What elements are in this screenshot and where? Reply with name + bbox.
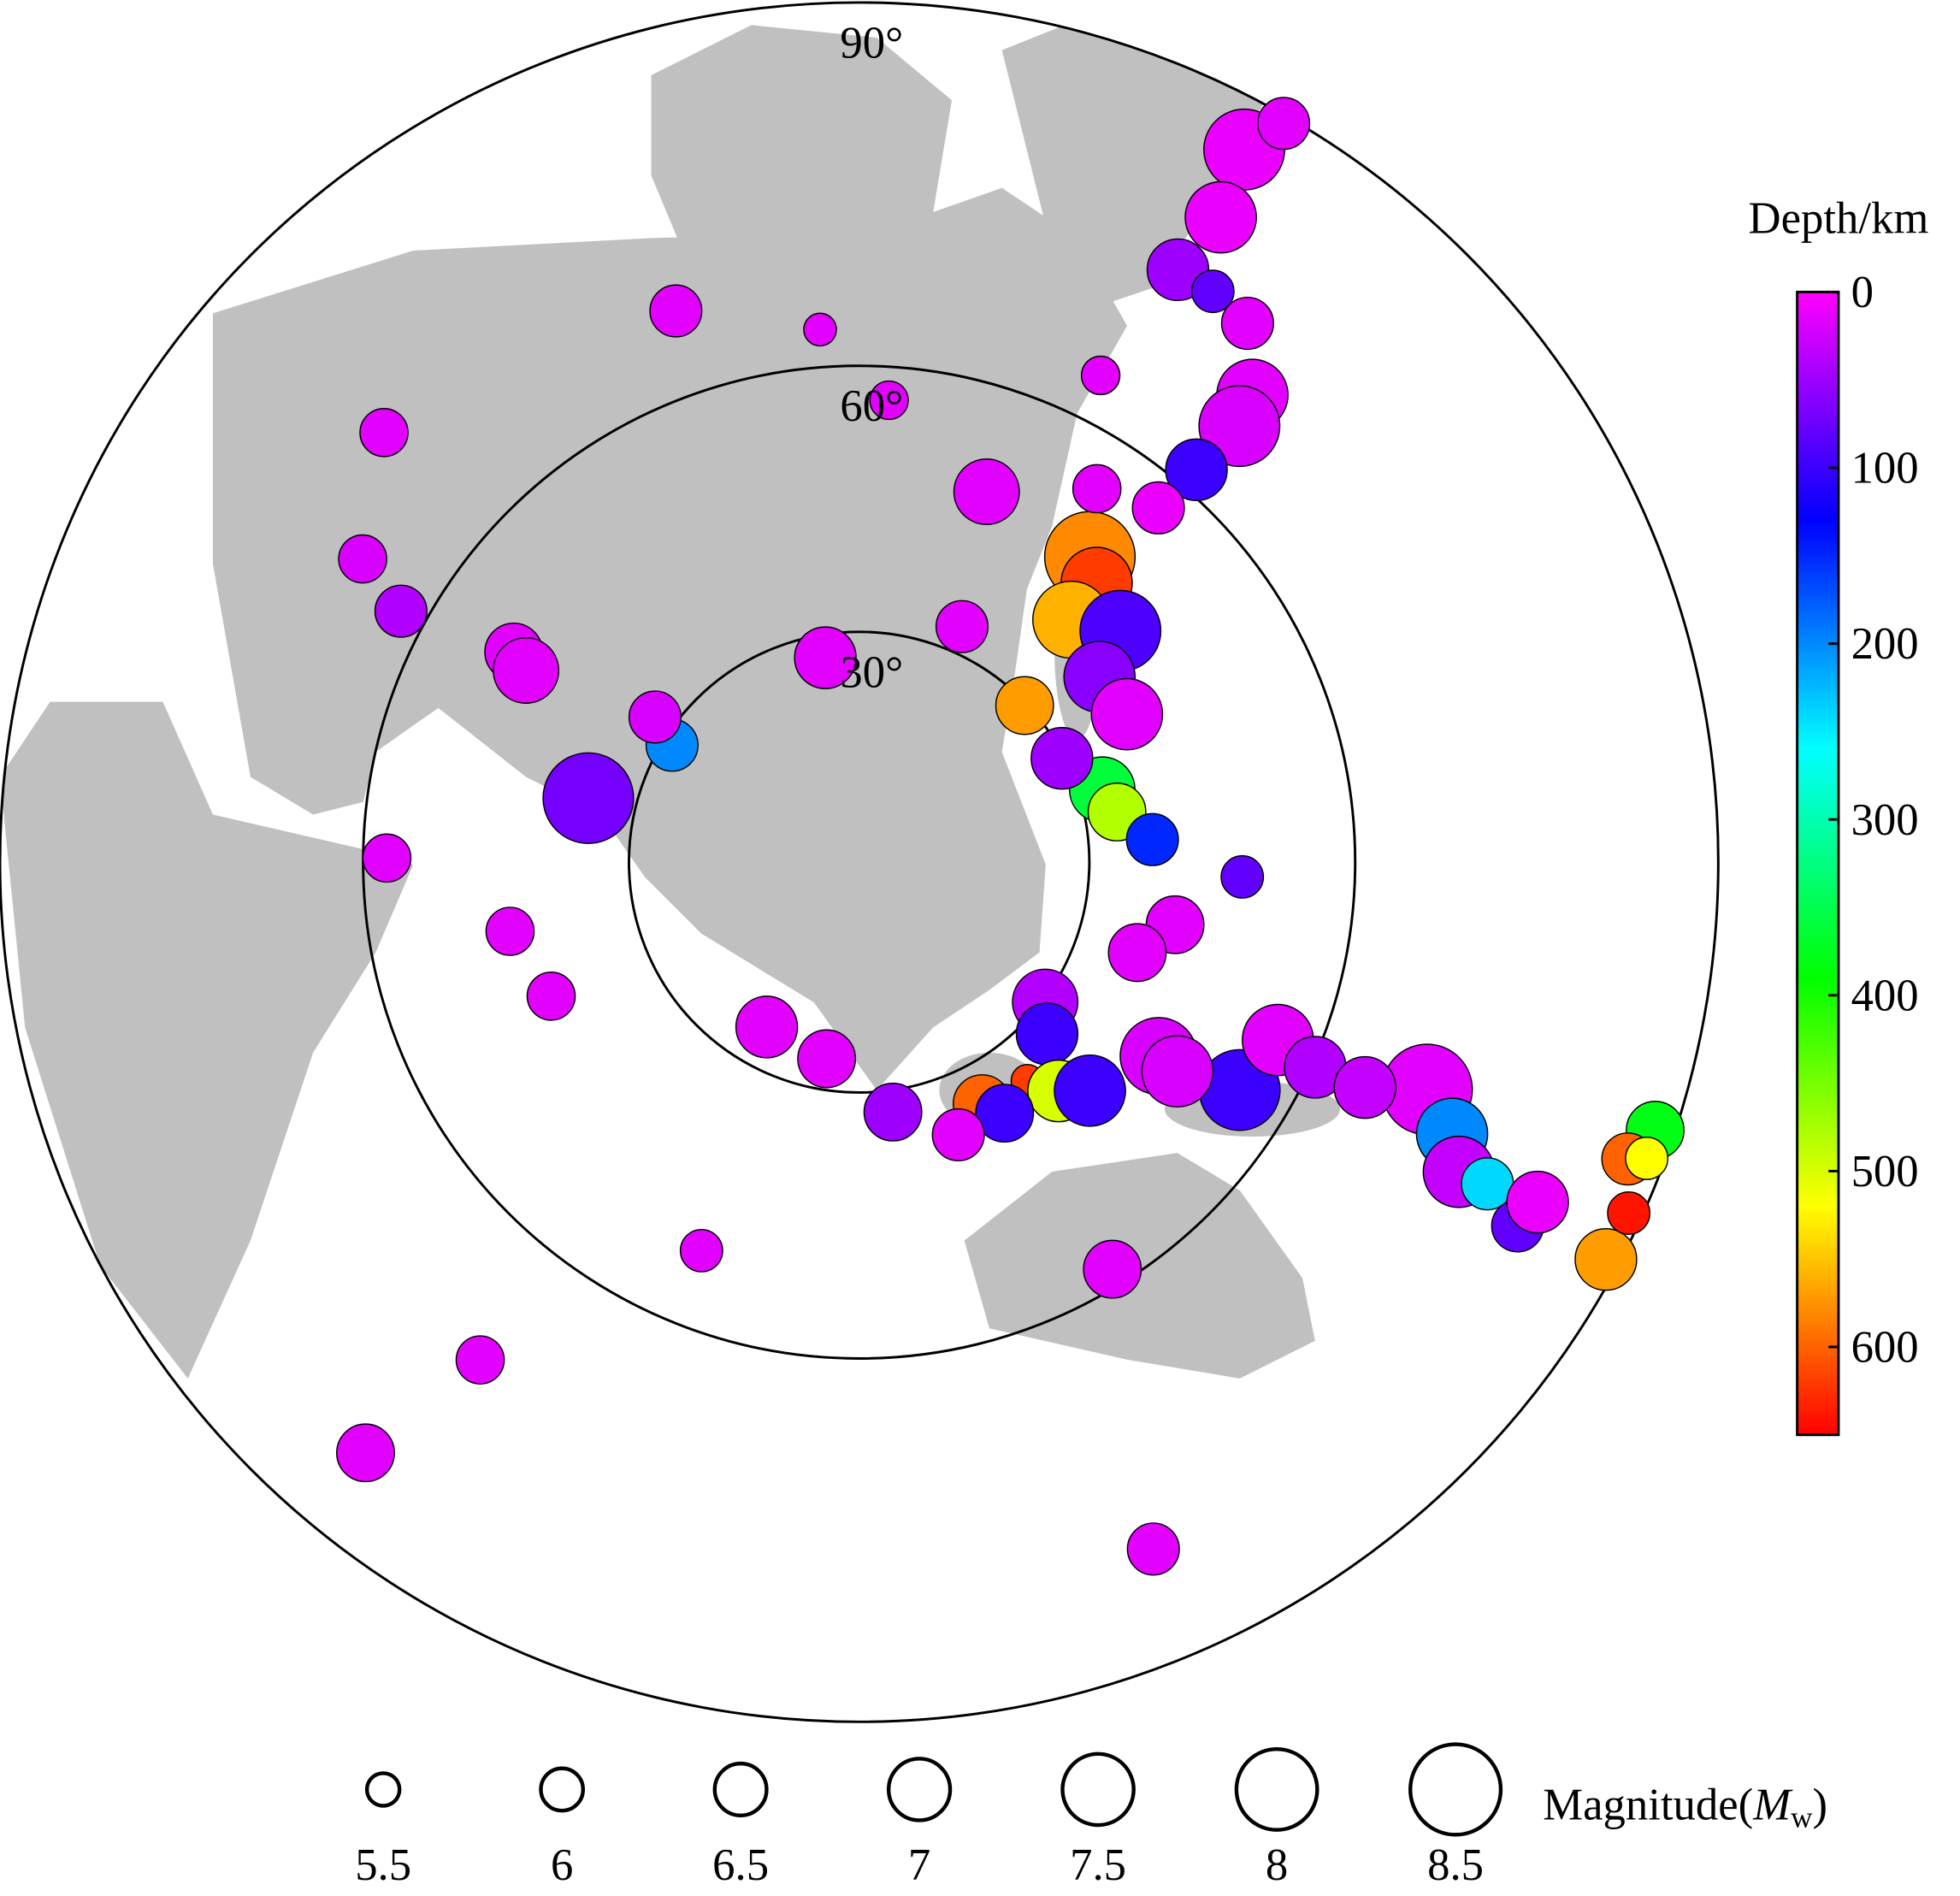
- earthquake: [1574, 1227, 1638, 1291]
- earthquake: [1607, 1191, 1651, 1235]
- earthquake: [863, 1082, 923, 1142]
- earthquake: [1054, 1054, 1126, 1127]
- earthquake: [1220, 854, 1265, 899]
- earthquake: [1090, 677, 1164, 751]
- earthquake: [359, 408, 409, 458]
- size-legend-circle: [1234, 1746, 1319, 1832]
- earthquake: [1506, 1170, 1569, 1234]
- colorbar-tick-label: 300: [1851, 795, 1919, 845]
- colorbar-tick-label: 0: [1851, 268, 1874, 317]
- land-africa: [0, 701, 414, 1379]
- labels: 30° 60° 90°: [840, 18, 903, 697]
- earthquake: [1126, 1522, 1180, 1576]
- earthquake: [869, 380, 909, 421]
- colorbar-bar: [1796, 290, 1840, 1437]
- earthquake: [1072, 464, 1122, 514]
- earthquake: [803, 312, 837, 347]
- size-legend-symbol: M: [1752, 1781, 1793, 1830]
- earthquake: [1015, 1002, 1079, 1066]
- earthquake: [1080, 355, 1121, 396]
- size-legend-circle: [539, 1766, 586, 1813]
- colorbar-tick-label: 500: [1851, 1147, 1919, 1196]
- colorbar-title: Depth/km: [1749, 194, 1929, 244]
- distance-label: 60°: [840, 381, 903, 431]
- earthquake: [493, 637, 560, 704]
- earthquake: [1165, 438, 1228, 502]
- earthquake: [1107, 923, 1167, 983]
- size-legend-circle: [364, 1771, 402, 1808]
- earthquake: [679, 1228, 723, 1273]
- size-legend-circle: [886, 1757, 953, 1822]
- colorbar: Depth/km 0 100 200 300 400 500 600: [1749, 194, 1929, 1437]
- size-legend-circle: [712, 1761, 769, 1817]
- earthquake: [485, 907, 535, 956]
- earthquake: [1198, 385, 1281, 468]
- earthquake: [1141, 1035, 1214, 1108]
- events: [336, 97, 1685, 1576]
- earthquake: [1125, 812, 1179, 866]
- earthquake: [542, 752, 635, 844]
- size-legend-label: 6: [551, 1840, 573, 1890]
- earthquake: [1257, 97, 1311, 151]
- size-legend-close: ): [1813, 1781, 1828, 1830]
- size-legend-label: 7: [908, 1840, 930, 1890]
- distance-circle: [0, 1, 1720, 1723]
- earthquake: [1461, 1157, 1514, 1211]
- size-legend-circle: [1060, 1751, 1136, 1828]
- size-legend-label: 7.5: [1070, 1840, 1126, 1890]
- size-legend-circle: [1408, 1742, 1503, 1837]
- size-legend-title: Magnitude(Mw): [1543, 1781, 1827, 1834]
- earthquake: [1184, 180, 1257, 254]
- earthquake: [1333, 1055, 1396, 1119]
- size-legend-label: 8.5: [1427, 1840, 1484, 1890]
- land-greenland: [651, 25, 953, 320]
- size-legend-label: 6.5: [712, 1840, 769, 1890]
- earthquake: [975, 1084, 1035, 1143]
- earthquake: [336, 1423, 395, 1483]
- size-legend-title-text: Magnitude(: [1543, 1781, 1753, 1830]
- colorbar-tick-label: 600: [1851, 1323, 1919, 1373]
- earthquake: [931, 1107, 985, 1161]
- colorbar-tick-label: 400: [1851, 971, 1919, 1020]
- earthquake: [649, 284, 703, 338]
- earthquake: [362, 833, 412, 883]
- earthquake: [1131, 481, 1185, 535]
- earthquake: [935, 600, 989, 653]
- earthquake: [1190, 269, 1235, 314]
- size-legend-label: 5.5: [355, 1840, 411, 1890]
- earthquake: [797, 1029, 857, 1089]
- earthquake: [1083, 1239, 1142, 1299]
- earthquake: [1625, 1137, 1669, 1180]
- earthquake: [628, 690, 682, 744]
- distance-circle: [628, 630, 1091, 1094]
- size-legend: Magnitude(Mw) 5.5 6 6.5 7 7.5 8 8.5: [355, 1742, 1827, 1890]
- size-legend-subscript: w: [1791, 1800, 1813, 1834]
- colorbar-tick-label: 200: [1851, 619, 1919, 669]
- earthquake: [735, 995, 799, 1059]
- earthquake: [455, 1335, 505, 1385]
- size-legend-label: 8: [1266, 1840, 1288, 1890]
- distance-label: 90°: [840, 18, 903, 68]
- earthquake: [1220, 296, 1274, 351]
- earthquake: [953, 458, 1020, 525]
- colorbar-tick-label: 100: [1851, 444, 1919, 493]
- earthquake: [374, 584, 428, 638]
- distance-label: 30°: [840, 647, 903, 697]
- earthquake: [794, 626, 857, 689]
- earthquake: [1030, 727, 1094, 790]
- earthquake: [338, 534, 387, 584]
- earthquake: [995, 676, 1054, 735]
- earthquake: [526, 971, 576, 1021]
